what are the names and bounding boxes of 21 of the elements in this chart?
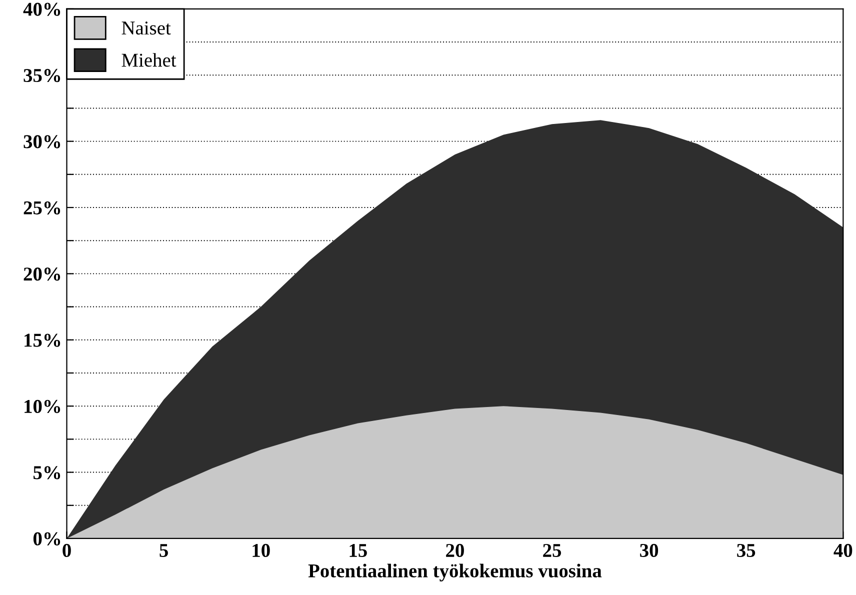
legend-label: Naiset <box>122 22 171 35</box>
y-tick-label: 20% <box>24 268 60 281</box>
x-tick-label: 0 <box>62 544 71 558</box>
y-tick-label: 35% <box>24 68 60 82</box>
x-tick-label: 5 <box>160 544 168 558</box>
y-tick-label: 0% <box>33 532 60 546</box>
x-tick-label: 10 <box>252 544 270 558</box>
legend-label: Miehet <box>122 53 176 67</box>
y-tick-label: 30% <box>24 135 60 148</box>
x-tick-label: 25 <box>543 544 562 558</box>
x-tick-label: 30 <box>640 544 658 558</box>
x-axis-title: Potentiaalinen työkokemus vuosina <box>308 564 602 582</box>
x-tick-label: 35 <box>737 544 756 558</box>
y-tick-label: 15% <box>24 334 60 347</box>
x-tick-label: 15 <box>350 544 367 558</box>
y-tick-label: 40% <box>23 2 60 16</box>
x-tick-label: 40 <box>834 544 852 558</box>
y-tick-label: 5% <box>34 466 60 480</box>
y-tick-label: 10% <box>24 400 60 414</box>
x-tick-label: 20 <box>446 544 464 558</box>
y-tick-label: 25% <box>24 201 60 215</box>
